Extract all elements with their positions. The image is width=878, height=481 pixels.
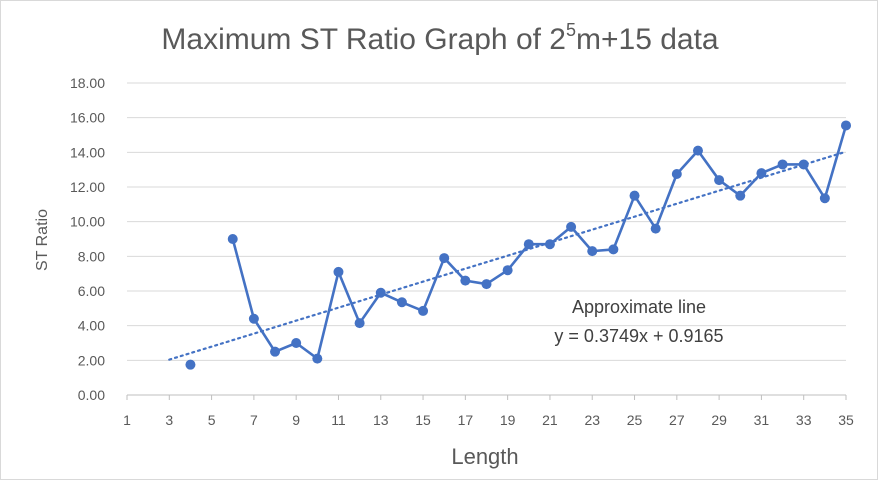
x-tick-label: 21 <box>542 412 558 428</box>
data-point <box>418 305 429 316</box>
y-tick-label: 8.00 <box>78 248 105 264</box>
data-point <box>270 346 281 357</box>
data-point <box>735 190 746 201</box>
y-axis-title: ST Ratio <box>34 209 51 271</box>
data-point <box>375 287 386 298</box>
x-tick-label: 23 <box>584 412 600 428</box>
data-point <box>608 244 619 255</box>
y-tick-label: 18.00 <box>70 75 105 91</box>
series-line-segment <box>569 225 594 253</box>
y-tick-label: 16.00 <box>70 110 105 126</box>
data-point <box>819 193 830 204</box>
series-line-segment <box>654 172 679 230</box>
x-tick-label: 1 <box>123 412 131 428</box>
title-superscript: 5 <box>566 20 576 40</box>
data-point <box>248 313 259 324</box>
x-tick-labels: 1 3 5 7 9 11 13 15 17 19 21 23 25 27 29 31 33 35 <box>123 395 854 428</box>
data-point <box>671 169 682 179</box>
data-point <box>396 297 407 308</box>
series-line-segment <box>823 124 848 200</box>
data-point <box>439 253 450 264</box>
data-point <box>227 234 238 244</box>
data-point <box>312 353 323 364</box>
series-line-segment <box>442 256 467 282</box>
x-tick-label: 11 <box>331 412 346 428</box>
trendline-annotation-line2: y = 0.3749x + 0.9165 <box>554 326 723 346</box>
y-tick-label: 2.00 <box>78 352 105 368</box>
data-point <box>566 221 577 232</box>
series-line-segment <box>738 171 763 197</box>
data-point <box>291 338 302 348</box>
y-tick-label: 10.00 <box>70 214 105 230</box>
x-tick-label: 29 <box>711 412 727 428</box>
x-tick-label: 15 <box>415 412 431 428</box>
x-tick-label: 31 <box>754 412 770 428</box>
data-point <box>502 265 513 276</box>
data-point <box>544 239 555 250</box>
x-tick-label: 3 <box>165 412 173 428</box>
data-point <box>460 275 471 286</box>
x-tick-label: 13 <box>373 412 389 428</box>
series-line-segment <box>421 256 446 313</box>
x-tick-label: 25 <box>627 412 643 428</box>
series-line-segment <box>633 194 657 230</box>
series-layer <box>185 120 851 370</box>
data-point <box>798 159 809 170</box>
trendline <box>168 150 848 361</box>
data-point <box>185 359 196 370</box>
data-point <box>692 145 703 156</box>
title-rest: m+15 data <box>576 23 719 56</box>
series-line-segment <box>337 270 361 325</box>
series-line-segment <box>358 291 383 325</box>
title-base: Maximum ST Ratio Graph of 2 <box>161 23 566 56</box>
y-tick-labels: 0.00 2.00 4.00 6.00 8.00 10.00 12.00 14.00 16.00… <box>70 75 105 403</box>
x-tick-label: 7 <box>250 412 258 428</box>
data-point <box>333 266 344 277</box>
y-tick-label: 0.00 <box>78 387 105 403</box>
series-line-segment <box>316 270 340 360</box>
data-point <box>587 246 598 257</box>
data-point <box>650 223 661 234</box>
data-point <box>714 175 725 186</box>
y-tick-label: 12.00 <box>70 179 105 195</box>
x-tick-label: 9 <box>292 412 300 428</box>
y-tick-label: 6.00 <box>78 283 105 299</box>
y-tick-label: 4.00 <box>78 318 105 334</box>
x-tick-label: 35 <box>838 412 854 428</box>
x-tick-label: 5 <box>208 412 216 428</box>
x-tick-label: 27 <box>669 412 685 428</box>
series-line-segment <box>612 194 636 251</box>
series-line-segment <box>506 242 531 272</box>
x-tick-label: 19 <box>500 412 516 428</box>
trendline-path <box>168 150 848 361</box>
y-tick-label: 14.00 <box>70 144 105 160</box>
series-line-segment <box>802 163 827 200</box>
chart-title: Maximum ST Ratio Graph of 25m+15 data <box>161 20 719 56</box>
data-point <box>481 279 492 290</box>
trendline-annotation-line1: Approximate line <box>572 297 706 317</box>
x-axis-title: Length <box>451 444 518 469</box>
data-point <box>756 168 767 179</box>
x-tick-label: 17 <box>458 412 474 428</box>
series-line-segment <box>231 237 256 321</box>
data-point <box>841 120 851 131</box>
x-tick-label: 33 <box>796 412 812 428</box>
series-line-segment <box>252 317 277 353</box>
data-point <box>777 159 788 170</box>
series-line-segment <box>696 149 721 182</box>
series-line-segment <box>675 149 700 176</box>
data-point <box>523 239 534 250</box>
data-point <box>629 190 640 201</box>
data-point <box>354 318 365 329</box>
